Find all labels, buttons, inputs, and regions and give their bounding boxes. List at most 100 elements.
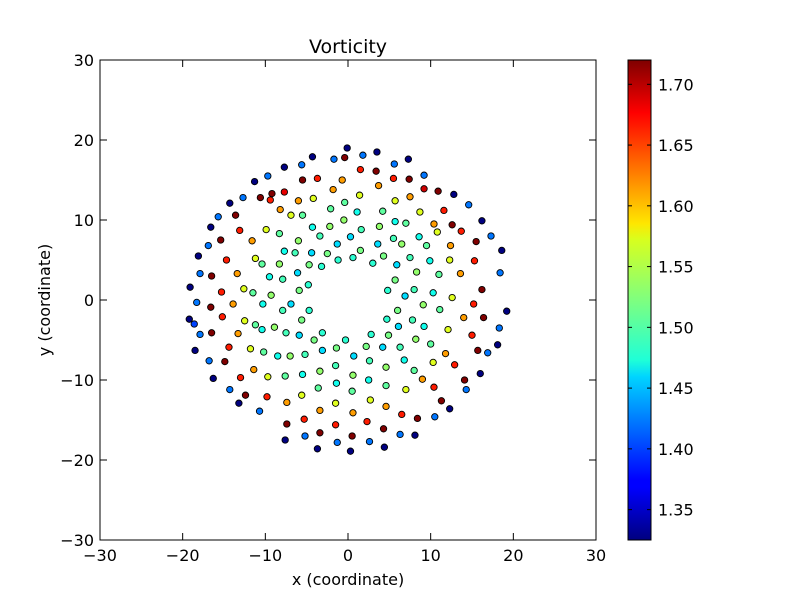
scatter-point [498, 246, 506, 255]
scatter-point [430, 220, 438, 228]
scatter-point [298, 211, 307, 219]
scatter-point [398, 410, 406, 419]
x-tick-label: 10 [420, 546, 440, 565]
scatter-point [470, 257, 479, 265]
scatter-point [440, 206, 448, 215]
scatter-point [450, 361, 459, 369]
scatter-point [478, 217, 486, 225]
scatter-point [333, 438, 341, 447]
x-axis-label: x (coordinate) [292, 570, 404, 589]
scatter-point [323, 249, 331, 258]
scatter-point [226, 385, 234, 394]
colorbar-tick-label: 1.50 [658, 318, 694, 337]
scatter-point [214, 213, 222, 221]
scatter-point [309, 194, 317, 203]
scatter-point [434, 187, 442, 195]
scatter-point [283, 420, 291, 428]
scatter-point [317, 262, 326, 271]
scatter-point [331, 361, 340, 370]
scatter-point [310, 336, 318, 344]
scatter-point [346, 233, 355, 241]
scatter-point [374, 240, 382, 248]
scatter-point [279, 275, 287, 283]
scatter-point [450, 190, 458, 199]
scatter-point [460, 376, 469, 384]
scatter-point [382, 381, 390, 390]
scatter-point [429, 358, 437, 367]
scatter-point [382, 363, 390, 371]
scatter-point [283, 398, 291, 407]
scatter-point [207, 329, 216, 337]
scatter-point [307, 249, 316, 257]
scatter-point [282, 329, 290, 337]
scatter-point [437, 397, 446, 405]
scatter-point [365, 357, 374, 365]
scatter-point [291, 249, 299, 257]
scatter-point [429, 289, 437, 297]
scatter-point [250, 365, 258, 374]
scatter-point [207, 223, 215, 231]
scatter-point [217, 288, 226, 296]
scatter-point [396, 430, 404, 439]
scatter-point [185, 315, 193, 323]
plot-area [99, 59, 597, 541]
scatter-point [330, 155, 338, 163]
scatter-point [355, 191, 364, 199]
scatter-point [433, 228, 441, 236]
scatter-point [373, 148, 381, 156]
scatter-point [287, 300, 295, 308]
scatter-point [236, 226, 244, 235]
scatter-point [420, 185, 428, 193]
scatter-point [301, 432, 309, 440]
scatter-point [270, 323, 279, 331]
scatter-point [298, 391, 306, 399]
scatter-point [372, 167, 380, 175]
scatter-point [326, 222, 334, 231]
chart-title: Vorticity [309, 36, 387, 58]
scatter-point [332, 379, 341, 387]
scatter-point [316, 406, 324, 415]
scatter-point [382, 402, 390, 411]
scatter-point [275, 229, 284, 238]
scatter-point [478, 285, 486, 294]
colorbar-tick-label: 1.55 [658, 258, 694, 277]
scatter-point [298, 316, 306, 324]
x-tick-label: −10 [248, 546, 282, 565]
y-tick-label: 10 [74, 211, 94, 230]
scatter-point [204, 241, 212, 250]
scatter-point [412, 268, 421, 276]
scatter-point [402, 385, 410, 394]
scatter-point [263, 393, 271, 401]
scatter-point [334, 256, 342, 264]
scatter-point [236, 373, 245, 382]
scatter-point [331, 421, 340, 429]
scatter-point [194, 252, 203, 260]
scatter-point [190, 320, 198, 328]
scatter-point [287, 211, 295, 219]
scatter-point [391, 217, 399, 226]
scatter-point [333, 240, 341, 248]
scatter-point [295, 286, 303, 295]
scatter-point [298, 161, 306, 169]
scatter-point [470, 300, 478, 308]
scatter-point [472, 237, 480, 246]
scatter-point [205, 357, 213, 365]
scatter-point [462, 385, 470, 394]
scatter-point [260, 348, 268, 356]
y-tick-label: −10 [60, 371, 94, 390]
scatter-point [233, 269, 241, 278]
x-tick-label: 20 [503, 546, 523, 565]
scatter-point [279, 306, 287, 315]
scatter-point [341, 153, 349, 162]
scatter-point [420, 171, 428, 179]
scatter-point [262, 225, 270, 234]
scatter-point [294, 197, 303, 205]
scatter-point [316, 367, 324, 375]
axis-ticks: −30 −20 −10 0 10 20 30 −30 −20 −10 0 10 20 30 [60, 51, 606, 565]
scatter-point [479, 313, 488, 322]
scatter-point [293, 269, 302, 277]
scatter-point [318, 346, 327, 355]
scatter-point [191, 346, 199, 355]
scatter-point [431, 413, 439, 421]
